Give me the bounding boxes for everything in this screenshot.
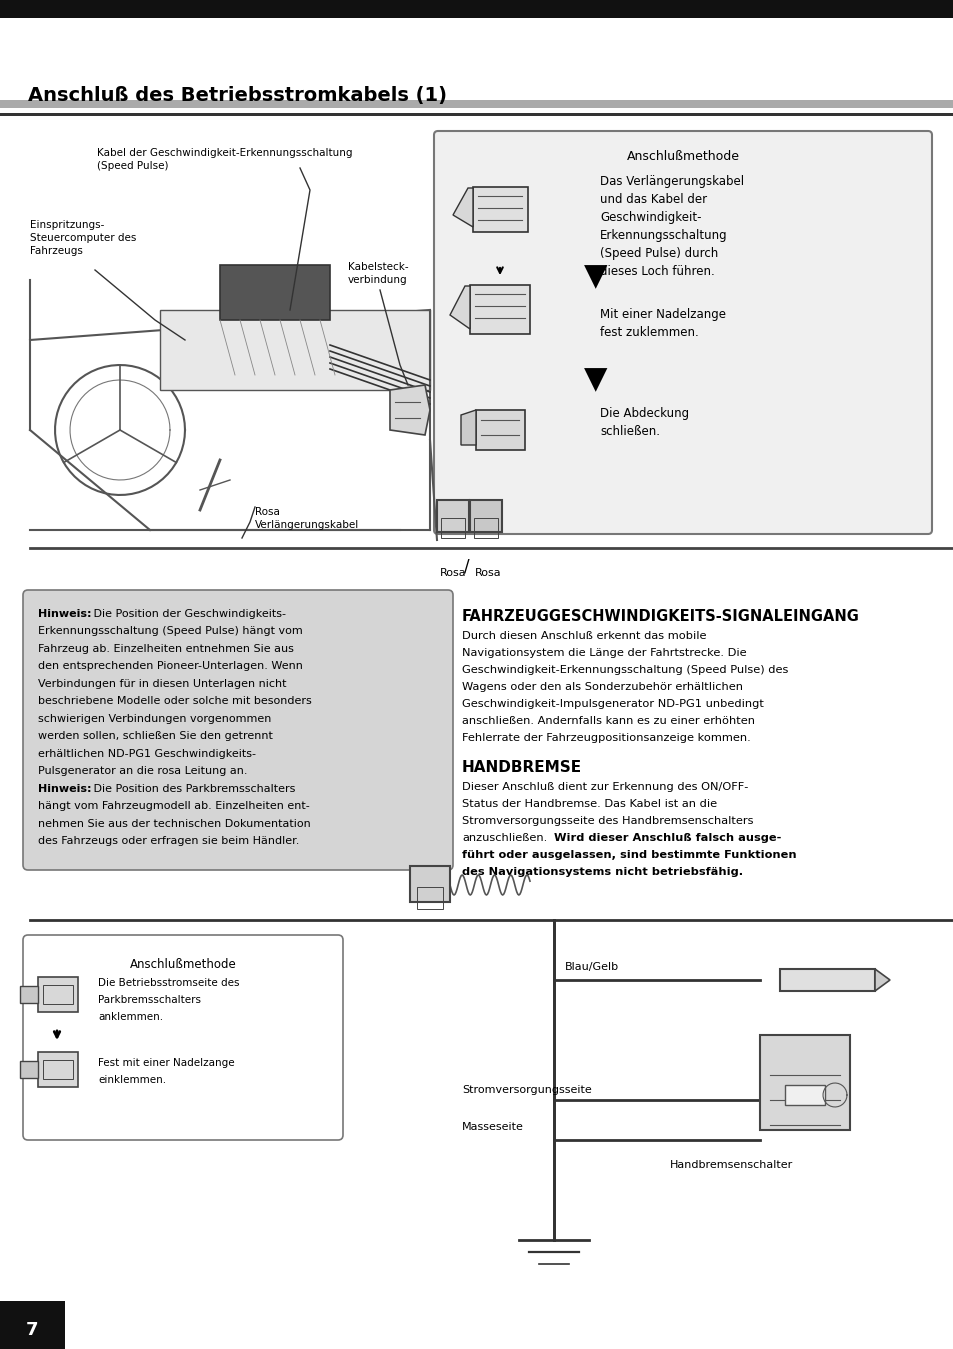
Text: Fest mit einer Nadelzange: Fest mit einer Nadelzange: [98, 1058, 234, 1068]
Bar: [0, 0, 953, 18]
Text: Die Abdeckung
schließen.: Die Abdeckung schließen.: [599, 407, 688, 438]
Bar: [0, 100, 953, 108]
Text: ▼: ▼: [583, 366, 607, 394]
Bar: [38, 977, 78, 1012]
Polygon shape: [390, 384, 430, 434]
Text: Wird dieser Anschluß falsch ausge-: Wird dieser Anschluß falsch ausge-: [550, 832, 781, 843]
Text: des Navigationsystems nicht betriebsfähig.: des Navigationsystems nicht betriebsfähi…: [461, 867, 742, 877]
Text: Stromversorgungsseite des Handbremsenschalters: Stromversorgungsseite des Handbremsensch…: [461, 816, 753, 826]
Bar: [473, 188, 527, 232]
Bar: [43, 985, 73, 1004]
Bar: [470, 285, 530, 335]
Text: Masseseite: Masseseite: [461, 1122, 523, 1132]
Bar: [470, 500, 501, 532]
Text: ▼: ▼: [583, 263, 607, 291]
Polygon shape: [453, 188, 473, 227]
Bar: [20, 986, 38, 1004]
Text: Anschlußmethode: Anschlußmethode: [626, 151, 739, 163]
Bar: [0, 1300, 65, 1349]
Text: Hinweis:: Hinweis:: [38, 784, 91, 795]
Text: Kabelsteck-
verbindung: Kabelsteck- verbindung: [348, 262, 408, 285]
Text: des Fahrzeugs oder erfragen sie beim Händler.: des Fahrzeugs oder erfragen sie beim Hän…: [38, 836, 299, 847]
Text: einklemmen.: einklemmen.: [98, 1075, 166, 1085]
Polygon shape: [460, 410, 476, 445]
Text: Die Position der Geschwindigkeits-: Die Position der Geschwindigkeits-: [90, 608, 286, 619]
Text: Einspritzungs-
Steuercomputer des
Fahrzeugs: Einspritzungs- Steuercomputer des Fahrze…: [30, 220, 136, 256]
Text: Anschlußmethode: Anschlußmethode: [130, 958, 236, 971]
Text: Hinweis:: Hinweis:: [38, 608, 91, 619]
Bar: [476, 410, 524, 451]
Text: Das Verlängerungskabel
und das Kabel der
Geschwindigkeit-
Erkennungsschaltung
(S: Das Verlängerungskabel und das Kabel der…: [599, 175, 743, 278]
Text: anschließen. Andernfalls kann es zu einer erhöhten: anschließen. Andernfalls kann es zu eine…: [461, 716, 754, 726]
Text: Mit einer Nadelzange
fest zuklemmen.: Mit einer Nadelzange fest zuklemmen.: [599, 308, 725, 339]
FancyBboxPatch shape: [23, 590, 453, 870]
Bar: [43, 1060, 73, 1079]
Text: HANDBREMSE: HANDBREMSE: [461, 759, 581, 774]
Text: anklemmen.: anklemmen.: [98, 1012, 163, 1023]
Text: Geschwindigkeit-Erkennungsschaltung (Speed Pulse) des: Geschwindigkeit-Erkennungsschaltung (Spe…: [461, 665, 787, 674]
Text: Rosa: Rosa: [439, 568, 466, 577]
Text: Anschluß des Geräts: Anschluß des Geräts: [28, 39, 332, 65]
Text: Rosa: Rosa: [475, 568, 501, 577]
Text: Geschwindigkeit-Impulsgenerator ND-PG1 unbedingt: Geschwindigkeit-Impulsgenerator ND-PG1 u…: [461, 699, 763, 710]
Bar: [474, 518, 497, 538]
Text: beschriebene Modelle oder solche mit besonders: beschriebene Modelle oder solche mit bes…: [38, 696, 312, 707]
Bar: [0, 113, 953, 116]
Text: Dieser Anschluß dient zur Erkennung des ON/OFF-: Dieser Anschluß dient zur Erkennung des …: [461, 782, 747, 792]
Bar: [416, 888, 442, 909]
Text: erhältlichen ND-PG1 Geschwindigkeits-: erhältlichen ND-PG1 Geschwindigkeits-: [38, 749, 255, 759]
Text: Handbremsenschalter: Handbremsenschalter: [669, 1160, 792, 1170]
Bar: [436, 500, 469, 532]
Text: Fahrzeug ab. Einzelheiten entnehmen Sie aus: Fahrzeug ab. Einzelheiten entnehmen Sie …: [38, 643, 294, 654]
Text: schwierigen Verbindungen vorgenommen: schwierigen Verbindungen vorgenommen: [38, 714, 271, 724]
Text: Pulsgenerator an die rosa Leitung an.: Pulsgenerator an die rosa Leitung an.: [38, 766, 247, 777]
Text: hängt vom Fahrzeugmodell ab. Einzelheiten ent-: hängt vom Fahrzeugmodell ab. Einzelheite…: [38, 801, 310, 812]
Bar: [784, 1085, 824, 1105]
Text: Anschluß des Betriebsstromkabels (1): Anschluß des Betriebsstromkabels (1): [28, 85, 447, 104]
Text: 7: 7: [26, 1321, 38, 1340]
Text: Stromversorgungsseite: Stromversorgungsseite: [461, 1085, 591, 1095]
Text: werden sollen, schließen Sie den getrennt: werden sollen, schließen Sie den getrenn…: [38, 731, 273, 742]
Text: Verbindungen für in diesen Unterlagen nicht: Verbindungen für in diesen Unterlagen ni…: [38, 679, 286, 689]
Text: Blau/Gelb: Blau/Gelb: [564, 962, 618, 973]
Polygon shape: [160, 310, 430, 390]
Bar: [38, 1052, 78, 1087]
Text: Fehlerrate der Fahrzeugpositionsanzeige kommen.: Fehlerrate der Fahrzeugpositionsanzeige …: [461, 733, 750, 743]
Text: Parkbremsschalters: Parkbremsschalters: [98, 996, 201, 1005]
Bar: [440, 518, 464, 538]
Bar: [760, 1035, 849, 1130]
Text: Die Position des Parkbremsschalters: Die Position des Parkbremsschalters: [90, 784, 295, 795]
Text: führt oder ausgelassen, sind bestimmte Funktionen: führt oder ausgelassen, sind bestimmte F…: [461, 850, 796, 861]
Bar: [220, 264, 330, 320]
Text: /: /: [463, 558, 469, 576]
Bar: [410, 866, 450, 902]
FancyBboxPatch shape: [23, 935, 343, 1140]
Text: Wagens oder den als Sonderzubehör erhältlichen: Wagens oder den als Sonderzubehör erhält…: [461, 683, 742, 692]
Text: den entsprechenden Pioneer-Unterlagen. Wenn: den entsprechenden Pioneer-Unterlagen. W…: [38, 661, 302, 672]
Bar: [780, 969, 874, 992]
Text: nehmen Sie aus der technischen Dokumentation: nehmen Sie aus der technischen Dokumenta…: [38, 819, 311, 830]
Text: FAHRZEUGGESCHWINDIGKEITS-SIGNALEINGANG: FAHRZEUGGESCHWINDIGKEITS-SIGNALEINGANG: [461, 608, 859, 625]
Text: Durch diesen Anschluß erkennt das mobile: Durch diesen Anschluß erkennt das mobile: [461, 631, 706, 641]
Text: Navigationsystem die Länge der Fahrtstrecke. Die: Navigationsystem die Länge der Fahrtstre…: [461, 648, 746, 658]
Text: Erkennungsschaltung (Speed Pulse) hängt vom: Erkennungsschaltung (Speed Pulse) hängt …: [38, 626, 302, 637]
Text: Status der Handbremse. Das Kabel ist an die: Status der Handbremse. Das Kabel ist an …: [461, 799, 717, 809]
Text: Kabel der Geschwindigkeit-Erkennungsschaltung
(Speed Pulse): Kabel der Geschwindigkeit-Erkennungsscha…: [97, 148, 352, 171]
Polygon shape: [450, 286, 470, 329]
Text: Rosa
Verlängerungskabel: Rosa Verlängerungskabel: [254, 507, 359, 530]
Bar: [20, 1062, 38, 1078]
Polygon shape: [874, 969, 889, 992]
FancyBboxPatch shape: [434, 131, 931, 534]
Text: Die Betriebsstromseite des: Die Betriebsstromseite des: [98, 978, 239, 987]
Text: anzuschließen.: anzuschließen.: [461, 832, 547, 843]
